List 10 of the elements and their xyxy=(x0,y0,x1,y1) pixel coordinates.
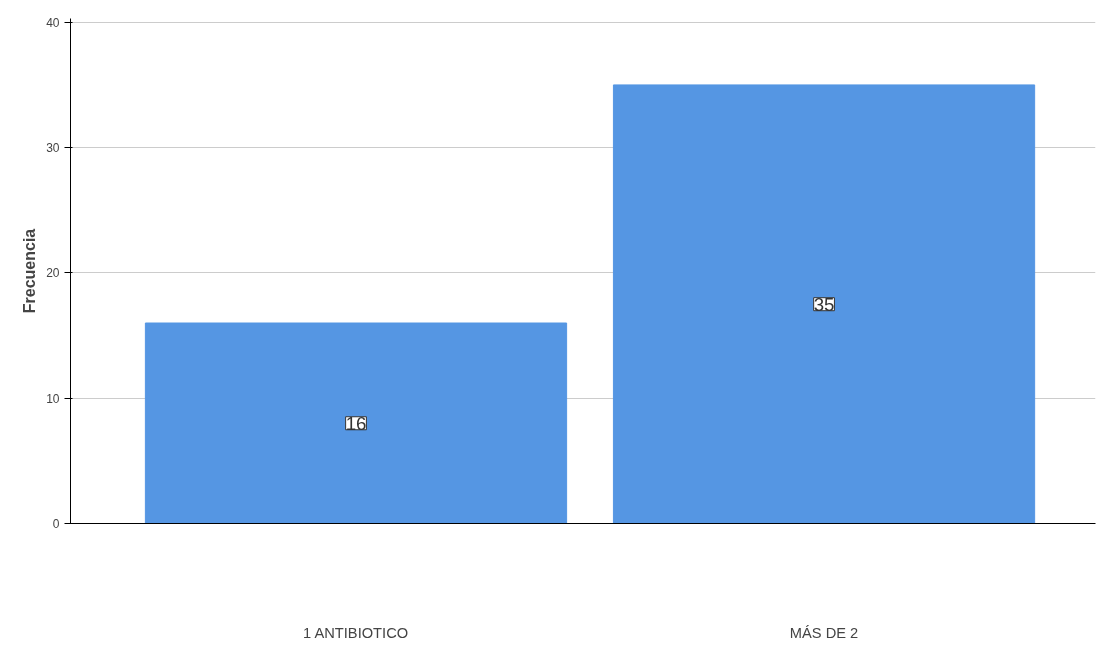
y-axis-title: Frecuencia xyxy=(21,228,39,314)
x-tick-label: MÁS DE 2 xyxy=(789,624,859,641)
data-label: 35 xyxy=(813,293,835,315)
y-tick-label: 20 xyxy=(46,266,60,281)
y-tick-label: 10 xyxy=(46,391,60,406)
x-tick-label: 1 ANTIBIOTICO xyxy=(303,624,409,641)
y-tick-label: 0 xyxy=(52,517,60,531)
data-label: 16 xyxy=(345,412,367,434)
y-tick-label: 30 xyxy=(46,141,60,156)
y-tick-label: 40 xyxy=(46,15,60,30)
